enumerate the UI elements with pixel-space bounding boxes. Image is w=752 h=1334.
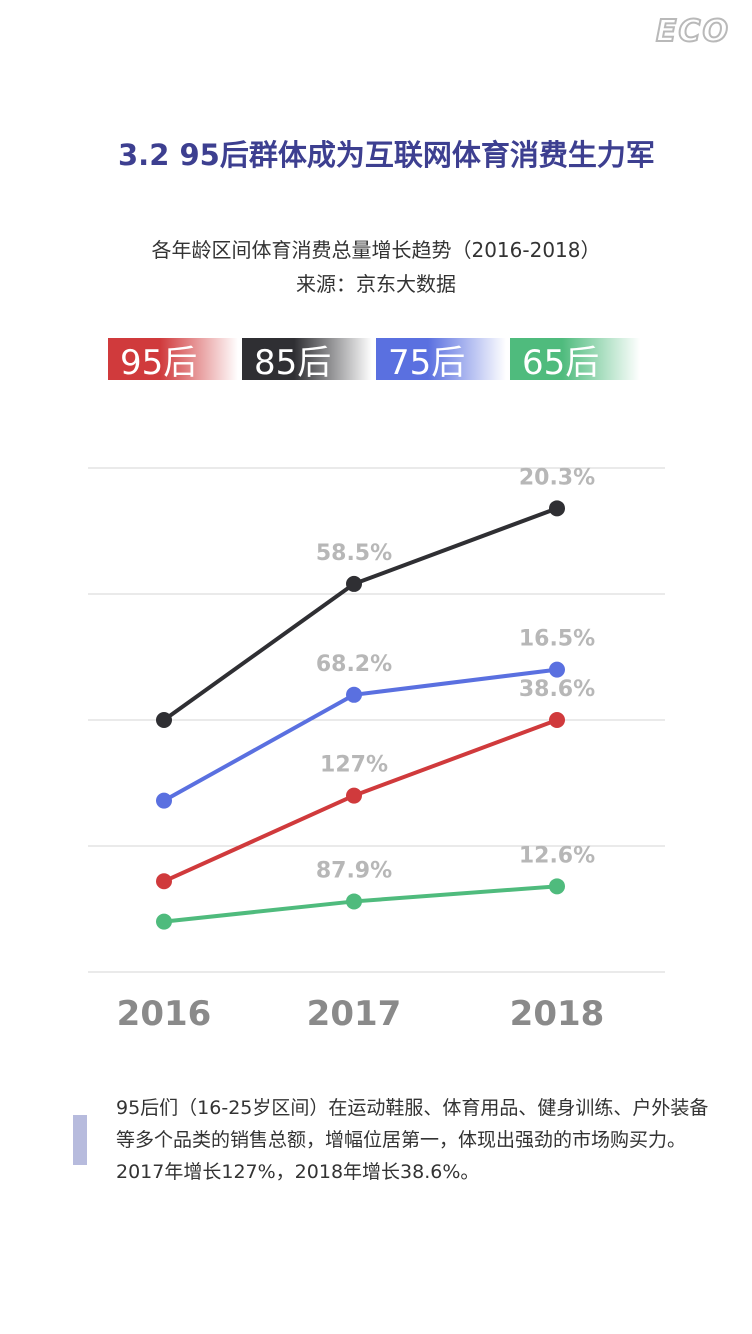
data-label-85后-2018: 20.3% [519, 465, 595, 490]
data-label-65后-2017: 87.9% [316, 858, 392, 883]
data-point-95后-2016 [156, 873, 172, 890]
x-tick-label-2017: 2017 [307, 994, 402, 1034]
data-label-85后-2017: 58.5% [316, 541, 392, 566]
data-label-95后-2018: 38.6% [519, 677, 595, 702]
data-point-65后-2016 [156, 913, 172, 930]
legend-item-95后: 95后 [108, 338, 238, 383]
x-tick-label-2018: 2018 [510, 994, 605, 1034]
data-label-95后-2017: 127% [320, 753, 388, 778]
data-point-75后-2018 [549, 661, 565, 678]
eco-logo: ECO [655, 13, 730, 50]
data-point-85后-2016 [156, 712, 172, 728]
legend-item-65后: 65后 [510, 338, 640, 383]
series-line-75后 [163, 667, 558, 803]
description-text: 95后们（16-25岁区间）在运动鞋服、体育用品、健身训练、户外装备等多个品类的… [116, 1097, 709, 1183]
data-point-95后-2017 [346, 787, 362, 804]
data-point-65后-2018 [549, 878, 565, 895]
legend-item-75后: 75后 [376, 338, 506, 383]
section-title: 3.2 95后群体成为互联网体育消费生力军 [118, 138, 655, 172]
data-point-85后-2018 [549, 500, 565, 517]
chart-title: 各年龄区间体育消费总量增长趋势（2016-2018） [151, 238, 601, 262]
line-chart: 58.5% 20.3% 68.2% 16.5% 127% 38.6% 87.9% 12.6% 2… [88, 465, 665, 1034]
legend-item-85后: 85后 [242, 338, 372, 383]
x-tick-label-2016: 2016 [117, 994, 212, 1034]
data-point-75后-2016 [156, 792, 172, 809]
data-point-85后-2017 [346, 575, 362, 592]
chart-source: 来源：京东大数据 [296, 272, 456, 296]
data-point-75后-2017 [346, 686, 362, 703]
data-label-75后-2018: 16.5% [519, 627, 595, 652]
data-label-65后-2018: 12.6% [519, 843, 595, 868]
data-label-75后-2017: 68.2% [316, 652, 392, 677]
data-point-65后-2017 [346, 893, 362, 910]
description-accent-bar [73, 1115, 87, 1165]
series-line-95后 [163, 718, 558, 884]
data-point-95后-2018 [549, 712, 565, 728]
